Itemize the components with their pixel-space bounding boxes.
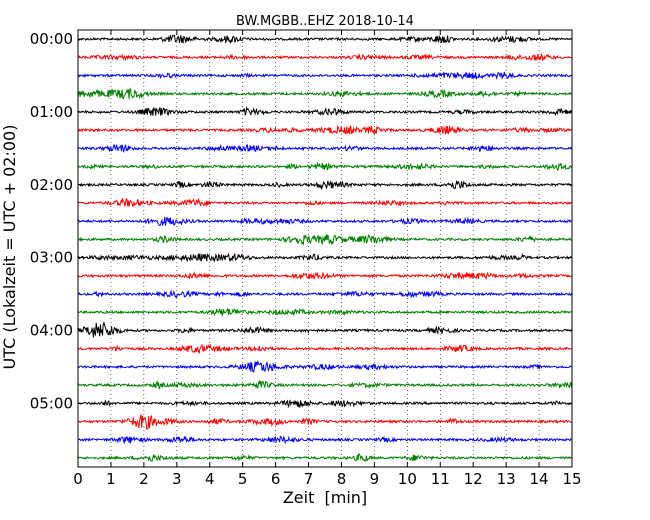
- trace-0315: [77, 270, 572, 281]
- trace-0445: [77, 379, 572, 390]
- trace-0130: [77, 143, 572, 153]
- x-tick-label: 11: [431, 470, 450, 488]
- x-tick-label: 4: [205, 470, 215, 488]
- trace-0145: [77, 161, 572, 171]
- y-axis-ticks: 00:00 01:00 02:00 03:00 04:00 05:00: [30, 30, 572, 412]
- trace-0245: [77, 234, 572, 246]
- x-tick-label: 7: [304, 470, 314, 488]
- x-tick-label: 2: [139, 470, 149, 488]
- trace-0545: [77, 453, 572, 462]
- trace-0230: [77, 216, 572, 226]
- y-tick-label: 01:00: [30, 103, 73, 121]
- trace-0015: [77, 52, 572, 62]
- trace-0300: [77, 252, 572, 263]
- x-tick-label: 3: [172, 470, 182, 488]
- trace-0345: [77, 307, 572, 318]
- x-tick-label: 13: [497, 470, 516, 488]
- trace-0030: [77, 71, 572, 81]
- trace-0430: [77, 359, 572, 373]
- x-axis-label: Zeit [min]: [283, 488, 367, 507]
- trace-0045: [77, 88, 572, 100]
- trace-0215: [77, 197, 572, 208]
- seismogram-traces: [77, 34, 572, 462]
- x-tick-label: 6: [271, 470, 281, 488]
- trace-0200: [77, 179, 572, 191]
- x-tick-label: 8: [337, 470, 347, 488]
- trace-0000: [77, 34, 572, 45]
- x-tick-label: 1: [106, 470, 116, 488]
- y-tick-label: 03:00: [30, 249, 73, 267]
- y-tick-label: 04:00: [30, 321, 73, 339]
- x-tick-label: 9: [370, 470, 380, 488]
- trace-0415: [77, 343, 572, 355]
- y-tick-label: 00:00: [30, 30, 73, 48]
- x-tick-label: 15: [562, 470, 581, 488]
- trace-0515: [77, 414, 572, 430]
- trace-0500: [77, 399, 572, 409]
- x-tick-label: 5: [238, 470, 248, 488]
- trace-0100: [77, 105, 572, 117]
- x-tick-label: 14: [530, 470, 549, 488]
- chart-title: BW.MGBB..EHZ 2018-10-14: [236, 14, 414, 29]
- trace-0330: [77, 289, 572, 299]
- x-gridlines: [110, 30, 540, 467]
- x-tick-label: 12: [464, 470, 483, 488]
- trace-0400: [77, 321, 572, 338]
- trace-0530: [77, 435, 572, 445]
- x-tick-label: 10: [398, 470, 417, 488]
- y-axis-label: UTC (Lokalzeit = UTC + 02:00): [0, 125, 19, 370]
- y-tick-label: 02:00: [30, 176, 73, 194]
- trace-0115: [77, 124, 572, 135]
- plot-frame: [77, 29, 573, 468]
- x-axis-ticks: 0 1 2 3 4 5 6 7 8 9 10 11 12 13 14 15: [73, 30, 582, 488]
- x-tick-label: 0: [73, 470, 83, 488]
- y-tick-label: 05:00: [30, 394, 73, 412]
